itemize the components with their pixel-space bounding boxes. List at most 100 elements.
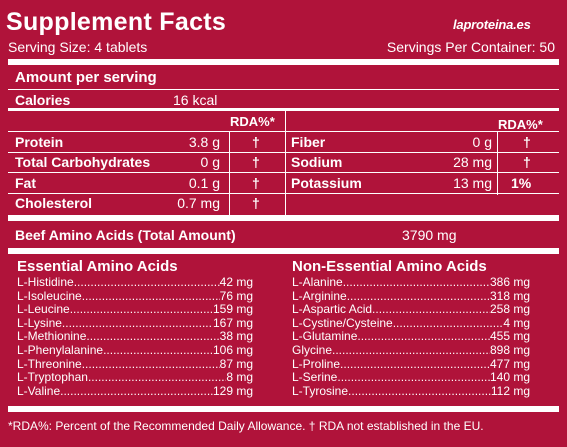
servings-per-container: Servings Per Container: 50 [386, 39, 555, 55]
leader-dots: ........................................… [348, 384, 491, 398]
amino-acid-row: L-Phenylalanine.........................… [17, 344, 253, 357]
amino-acid-value: 4 mg [503, 316, 530, 330]
amino-acid-name: L-Glutamine [292, 330, 358, 344]
amino-acid-name: L-Arginine [292, 289, 347, 303]
amino-acid-row: L-Tyrosine..............................… [292, 385, 530, 398]
leader-dots: ........................................… [81, 357, 220, 371]
calories-value: 16 kcal [173, 92, 218, 108]
amino-acid-value: 140 mg [489, 371, 530, 385]
nutrient-label: Protein [15, 134, 64, 150]
amino-acid-name: L-Phenylalanine [17, 344, 104, 357]
amino-acid-name: L-Leucine [17, 303, 70, 317]
nutrient-value: 13 mg [453, 175, 492, 191]
beef-amino-label: Beef Amino Acids (Total Amount) [15, 227, 236, 243]
divider-medium [8, 108, 559, 111]
column-divider-left-rda [229, 132, 230, 215]
amino-acid-name: L-Methionine [17, 330, 87, 344]
amino-acid-row: L-Aspartic Acid.........................… [292, 303, 530, 316]
rda-value: † [523, 154, 531, 170]
amino-acid-value: 386 mg [489, 276, 530, 289]
rda-header-left: RDA%* [230, 114, 275, 129]
rda-header-right: RDA%* [498, 117, 543, 132]
leader-dots: ........................................… [69, 303, 213, 317]
amino-acid-name: L-Alanine [292, 276, 343, 289]
amino-acid-row: L-Valine................................… [17, 385, 253, 398]
leader-dots: ........................................… [392, 316, 504, 330]
divider [8, 89, 559, 90]
column-divider [285, 111, 286, 215]
amino-acid-value: 318 mg [489, 289, 530, 303]
nutrient-value: 0 g [472, 134, 492, 150]
divider-thick [8, 215, 559, 221]
amino-acid-value: 167 mg [212, 316, 253, 330]
amino-acid-row: L-Cystine/Cysteine......................… [292, 317, 530, 330]
leader-dots: ........................................… [60, 384, 213, 398]
nutrient-label: Potassium [291, 175, 362, 191]
amino-acid-value: 898 mg [489, 344, 530, 357]
leader-dots: ........................................… [81, 289, 220, 303]
amino-acid-value: 8 mg [226, 371, 253, 385]
nutrient-label: Fiber [291, 134, 326, 150]
amino-acid-row: L-Lysine................................… [17, 317, 253, 330]
amino-acid-value: 129 mg [212, 384, 253, 398]
leader-dots: ........................................… [87, 371, 226, 385]
nutrient-value: 0 g [200, 154, 220, 170]
divider [8, 193, 559, 194]
leader-dots: ........................................… [372, 303, 490, 317]
non-essential-heading: Non-Essential Amino Acids [292, 258, 487, 275]
nutrient-value: 28 mg [453, 154, 492, 170]
amino-acid-name: L-Tyrosine [292, 384, 349, 398]
divider [8, 131, 559, 132]
amount-per-serving: Amount per serving [15, 69, 157, 86]
nutrient-label: Fat [15, 175, 36, 191]
rda-value: † [252, 175, 260, 191]
nutrient-label: Cholesterol [15, 195, 93, 211]
amino-acid-row: L-Arginine..............................… [292, 290, 530, 303]
amino-acid-value: 258 mg [489, 303, 530, 317]
serving-size: Serving Size: 4 tablets [8, 39, 148, 55]
leader-dots: ........................................… [61, 316, 213, 330]
leader-dots: ........................................… [346, 289, 490, 303]
rda-value: † [252, 154, 260, 170]
leader-dots: ........................................… [86, 330, 220, 344]
amino-acid-name: L-Aspartic Acid [292, 303, 373, 317]
amino-acid-row: L-Methionine............................… [17, 330, 253, 343]
nutrient-label: Sodium [291, 154, 343, 170]
amino-acid-name: L-Valine [17, 384, 61, 398]
nutrient-value: 0.7 mg [177, 195, 220, 211]
amino-acid-value: 87 mg [219, 357, 253, 371]
essential-heading: Essential Amino Acids [17, 258, 178, 275]
amino-acid-name: L-Lysine [17, 316, 62, 330]
nutrient-value: 3.8 g [188, 134, 220, 150]
beef-amino-value: 3790 mg [402, 227, 457, 243]
amino-acid-value: 106 mg [212, 344, 253, 357]
amino-acid-row: L-Isoleucine............................… [17, 290, 253, 303]
amino-acid-value: 112 mg [490, 384, 530, 398]
rda-value: 1% [511, 175, 532, 191]
amino-acid-row: L-Serine................................… [292, 371, 530, 384]
label-title: Supplement Facts [6, 8, 227, 36]
leader-dots: ........................................… [340, 357, 490, 371]
amino-acid-row: L-Histidine.............................… [17, 276, 253, 289]
divider [8, 172, 559, 173]
amino-acid-row: L-Leucine...............................… [17, 303, 253, 316]
amino-acid-row: L-Glutamine.............................… [292, 330, 530, 343]
leader-dots: ........................................… [332, 344, 490, 357]
nutrient-label: Total Carbohydrates [15, 154, 151, 170]
column-divider-right-rda [497, 132, 498, 195]
amino-acid-row: Glycine.................................… [292, 344, 530, 357]
amino-acid-value: 159 mg [212, 303, 253, 317]
amino-acid-row: L-Proline...............................… [292, 358, 530, 371]
amino-acid-row: L-Alanine...............................… [292, 276, 530, 289]
amino-acid-name: L-Histidine [17, 276, 74, 289]
amino-acid-value: 42 mg [219, 276, 253, 289]
brand-logo: laproteina.es [453, 17, 531, 32]
amino-acid-row: L-Threonine.............................… [17, 358, 253, 371]
amino-acid-name: L-Proline [292, 357, 341, 371]
divider-thick [8, 59, 559, 65]
nutrient-value: 0.1 g [188, 175, 220, 191]
leader-dots: ........................................… [73, 276, 220, 289]
amino-acid-name: L-Tryptophan [17, 371, 88, 385]
leader-dots: ........................................… [342, 276, 490, 289]
